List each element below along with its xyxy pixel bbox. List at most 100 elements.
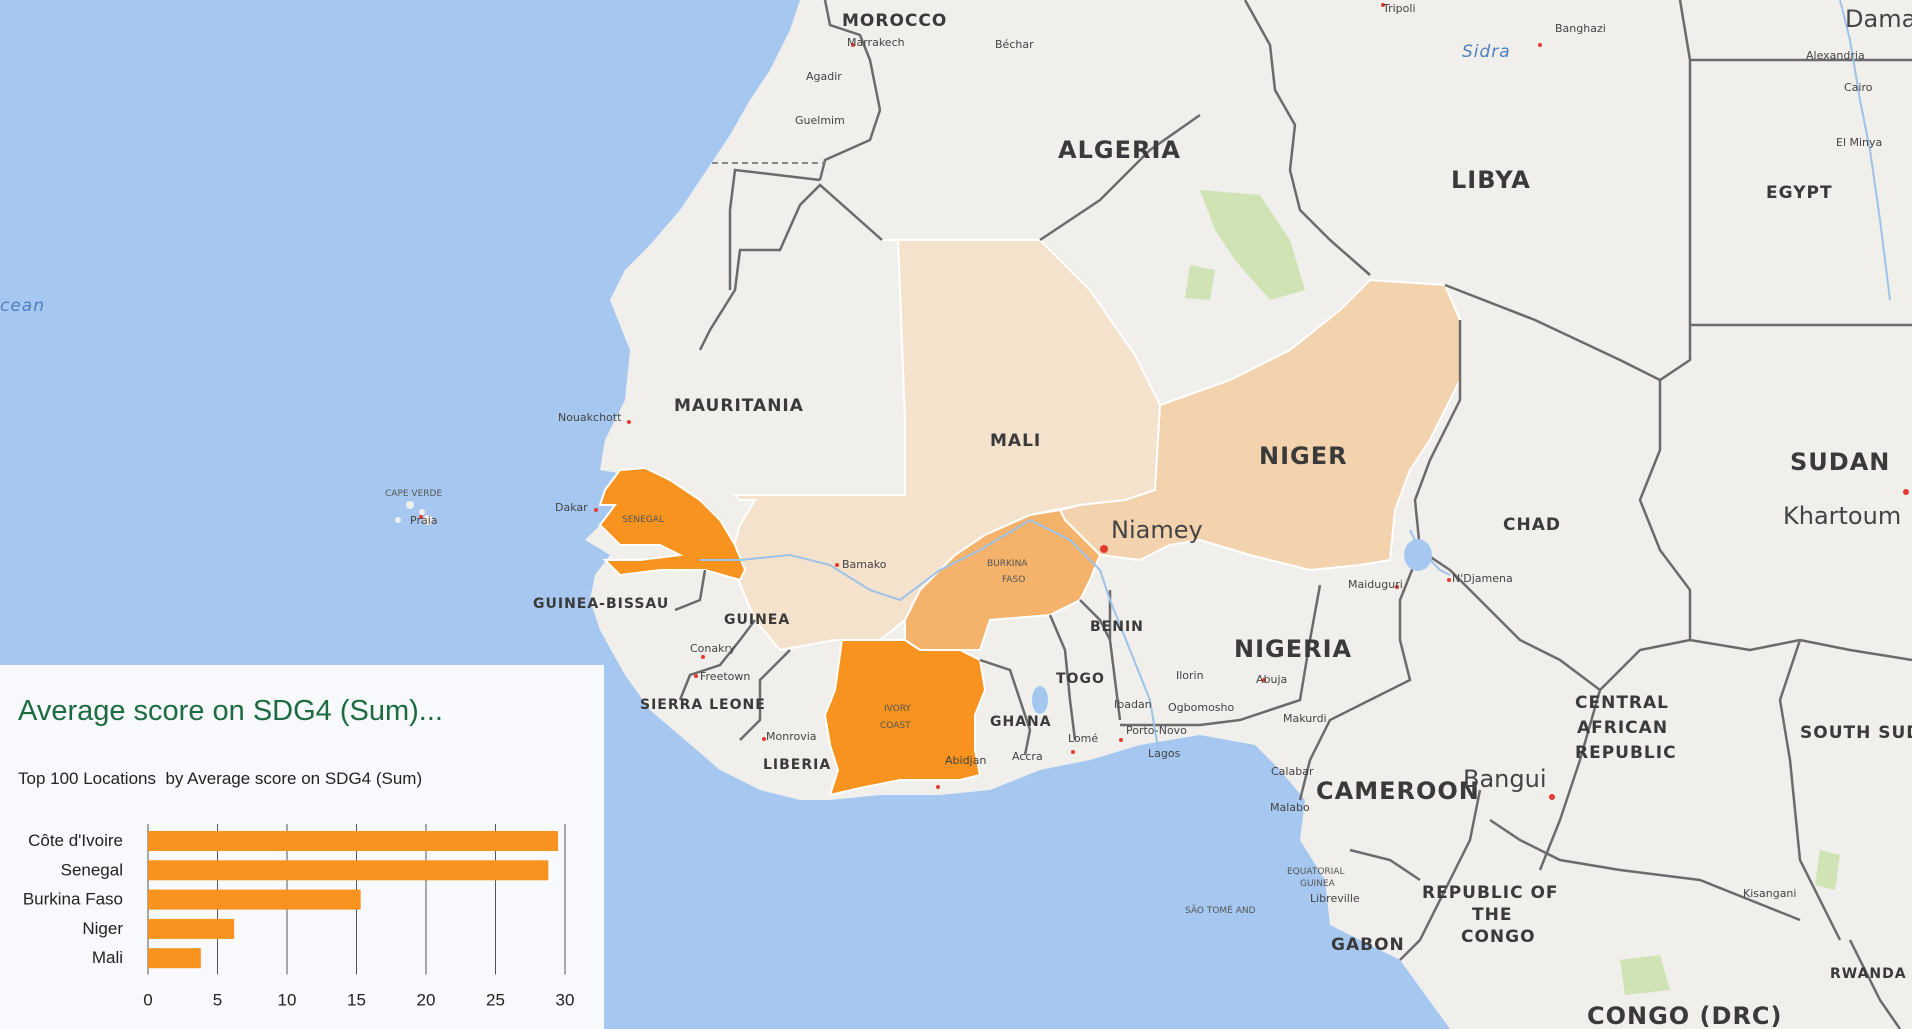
label-ghana: GHANA bbox=[990, 714, 1052, 730]
label-ibadan: Ibadan bbox=[1114, 698, 1152, 711]
city-markers bbox=[419, 3, 1909, 800]
x-tick-label: 30 bbox=[556, 991, 575, 1010]
label-calabar: Calabar bbox=[1271, 765, 1314, 778]
label-sudan: SUDAN bbox=[1790, 448, 1890, 476]
label-tripoli: Tripoli bbox=[1382, 2, 1416, 15]
label-praia: Praia bbox=[410, 514, 438, 527]
label-south-sudan: SOUTH SUD bbox=[1800, 723, 1912, 743]
label-marrakech: Marrakech bbox=[847, 36, 905, 49]
land-europe bbox=[1240, 0, 1400, 15]
label-drc: CONGO (DRC) bbox=[1587, 1002, 1783, 1029]
label-rwanda: RWANDA bbox=[1830, 966, 1907, 982]
category-label: Côte d'Ivoire bbox=[28, 831, 123, 850]
country-ivory-coast[interactable] bbox=[823, 639, 987, 797]
label-monrovia: Monrovia bbox=[766, 730, 817, 743]
label-agadir: Agadir bbox=[806, 70, 842, 83]
label-cairo: Cairo bbox=[1844, 81, 1873, 94]
island bbox=[419, 509, 425, 515]
lake-chad bbox=[1404, 539, 1432, 571]
label-libya: LIBYA bbox=[1451, 166, 1531, 194]
label-porto-novo: Porto-Novo bbox=[1126, 724, 1187, 737]
label-khartoum: Khartoum bbox=[1783, 502, 1901, 530]
label-bangui: Bangui bbox=[1463, 765, 1547, 793]
x-tick-label: 15 bbox=[347, 991, 366, 1010]
label-mali: MALI bbox=[990, 431, 1041, 451]
label-damascus: Dama bbox=[1845, 5, 1912, 33]
park-area bbox=[1815, 850, 1840, 890]
label-ocean: cean bbox=[0, 296, 45, 316]
category-label: Mali bbox=[92, 948, 123, 967]
chart-title: Average score on SDG4 (Sum)... bbox=[18, 695, 443, 727]
park-area bbox=[1620, 955, 1670, 995]
label-accra: Accra bbox=[1012, 750, 1043, 763]
label-ndjamena: N'Djamena bbox=[1452, 572, 1513, 585]
label-algeria: ALGERIA bbox=[1058, 136, 1181, 164]
x-tick-label: 5 bbox=[213, 991, 222, 1010]
bar[interactable] bbox=[148, 889, 361, 910]
label-conakry: Conakry bbox=[690, 642, 736, 655]
label-burkina-1: BURKINA bbox=[987, 559, 1028, 569]
x-tick-label: 25 bbox=[486, 991, 505, 1010]
label-rep-congo-2: THE bbox=[1472, 905, 1512, 925]
label-ivory-2: COAST bbox=[880, 721, 911, 731]
label-maiduguri: Maiduguri bbox=[1348, 578, 1403, 591]
label-banghazi: Banghazi bbox=[1555, 22, 1606, 35]
label-eq-guinea-2: GUINEA bbox=[1300, 879, 1336, 889]
label-abuja: Abuja bbox=[1256, 673, 1287, 686]
label-rep-congo-3: CONGO bbox=[1461, 927, 1536, 947]
chart-panel[interactable]: Average score on SDG4 (Sum)... Top 100 L… bbox=[0, 665, 604, 1029]
label-car-1: CENTRAL bbox=[1575, 693, 1669, 713]
label-senegal: SENEGAL bbox=[622, 515, 664, 525]
lake-volta bbox=[1032, 686, 1048, 714]
label-el-minya: El Minya bbox=[1836, 136, 1882, 149]
park-area bbox=[1185, 265, 1215, 300]
bar[interactable] bbox=[148, 948, 201, 969]
label-eq-guinea-1: EQUATORIAL bbox=[1287, 867, 1344, 877]
x-tick-label: 0 bbox=[143, 991, 152, 1010]
label-gabon: GABON bbox=[1331, 935, 1405, 955]
park-area bbox=[1200, 190, 1305, 300]
bar[interactable] bbox=[148, 860, 549, 881]
label-morocco: MOROCCO bbox=[842, 11, 947, 31]
label-rep-congo-1: REPUBLIC OF bbox=[1422, 883, 1559, 903]
label-chad: CHAD bbox=[1503, 515, 1561, 535]
bar[interactable] bbox=[148, 831, 559, 851]
x-tick-label: 20 bbox=[417, 991, 436, 1010]
label-car-2: AFRICAN bbox=[1577, 718, 1668, 738]
label-benin: BENIN bbox=[1090, 619, 1144, 635]
label-lagos: Lagos bbox=[1148, 747, 1181, 760]
label-abidjan: Abidjan bbox=[945, 754, 986, 767]
bar[interactable] bbox=[148, 918, 235, 939]
label-nigeria: NIGERIA bbox=[1234, 635, 1352, 663]
label-bamako: Bamako bbox=[842, 558, 887, 571]
label-ilorin: Ilorin bbox=[1176, 669, 1204, 682]
label-ivory-1: IVORY bbox=[884, 704, 911, 714]
category-label: Senegal bbox=[61, 860, 123, 879]
label-guinea-bissau: GUINEA-BISSAU bbox=[533, 596, 669, 612]
label-alexandria: Alexandria bbox=[1806, 49, 1865, 62]
label-niger: NIGER bbox=[1259, 442, 1348, 470]
label-mauritania: MAURITANIA bbox=[674, 396, 804, 416]
label-sidra: Sidra bbox=[1462, 42, 1511, 62]
category-label: Niger bbox=[82, 919, 123, 938]
country-burkina-faso[interactable] bbox=[904, 508, 1102, 651]
label-cameroon: CAMEROON bbox=[1316, 777, 1480, 805]
label-sierra-leone: SIERRA LEONE bbox=[640, 697, 766, 713]
country-senegal[interactable] bbox=[598, 466, 747, 582]
label-niamey: Niamey bbox=[1111, 516, 1203, 544]
country-borders bbox=[674, 0, 1912, 1029]
label-kisangani: Kisangani bbox=[1743, 887, 1796, 900]
label-makurdi: Makurdi bbox=[1283, 712, 1327, 725]
island bbox=[406, 501, 414, 509]
x-tick-label: 10 bbox=[278, 991, 297, 1010]
label-dakar: Dakar bbox=[555, 501, 588, 514]
label-libreville: Libreville bbox=[1310, 892, 1360, 905]
label-liberia: LIBERIA bbox=[763, 757, 831, 773]
island bbox=[395, 517, 401, 523]
category-label: Burkina Faso bbox=[23, 890, 123, 909]
bar-chart[interactable]: 0 5 10 15 20 25 30 Côte d'Ivoire Senegal Burkina … bbox=[0, 665, 604, 1029]
chart-subtitle: Top 100 Locations by Average score on SD… bbox=[18, 769, 423, 788]
island bbox=[423, 515, 433, 525]
label-guinea: GUINEA bbox=[724, 612, 790, 628]
label-lome: Lomé bbox=[1068, 732, 1098, 745]
